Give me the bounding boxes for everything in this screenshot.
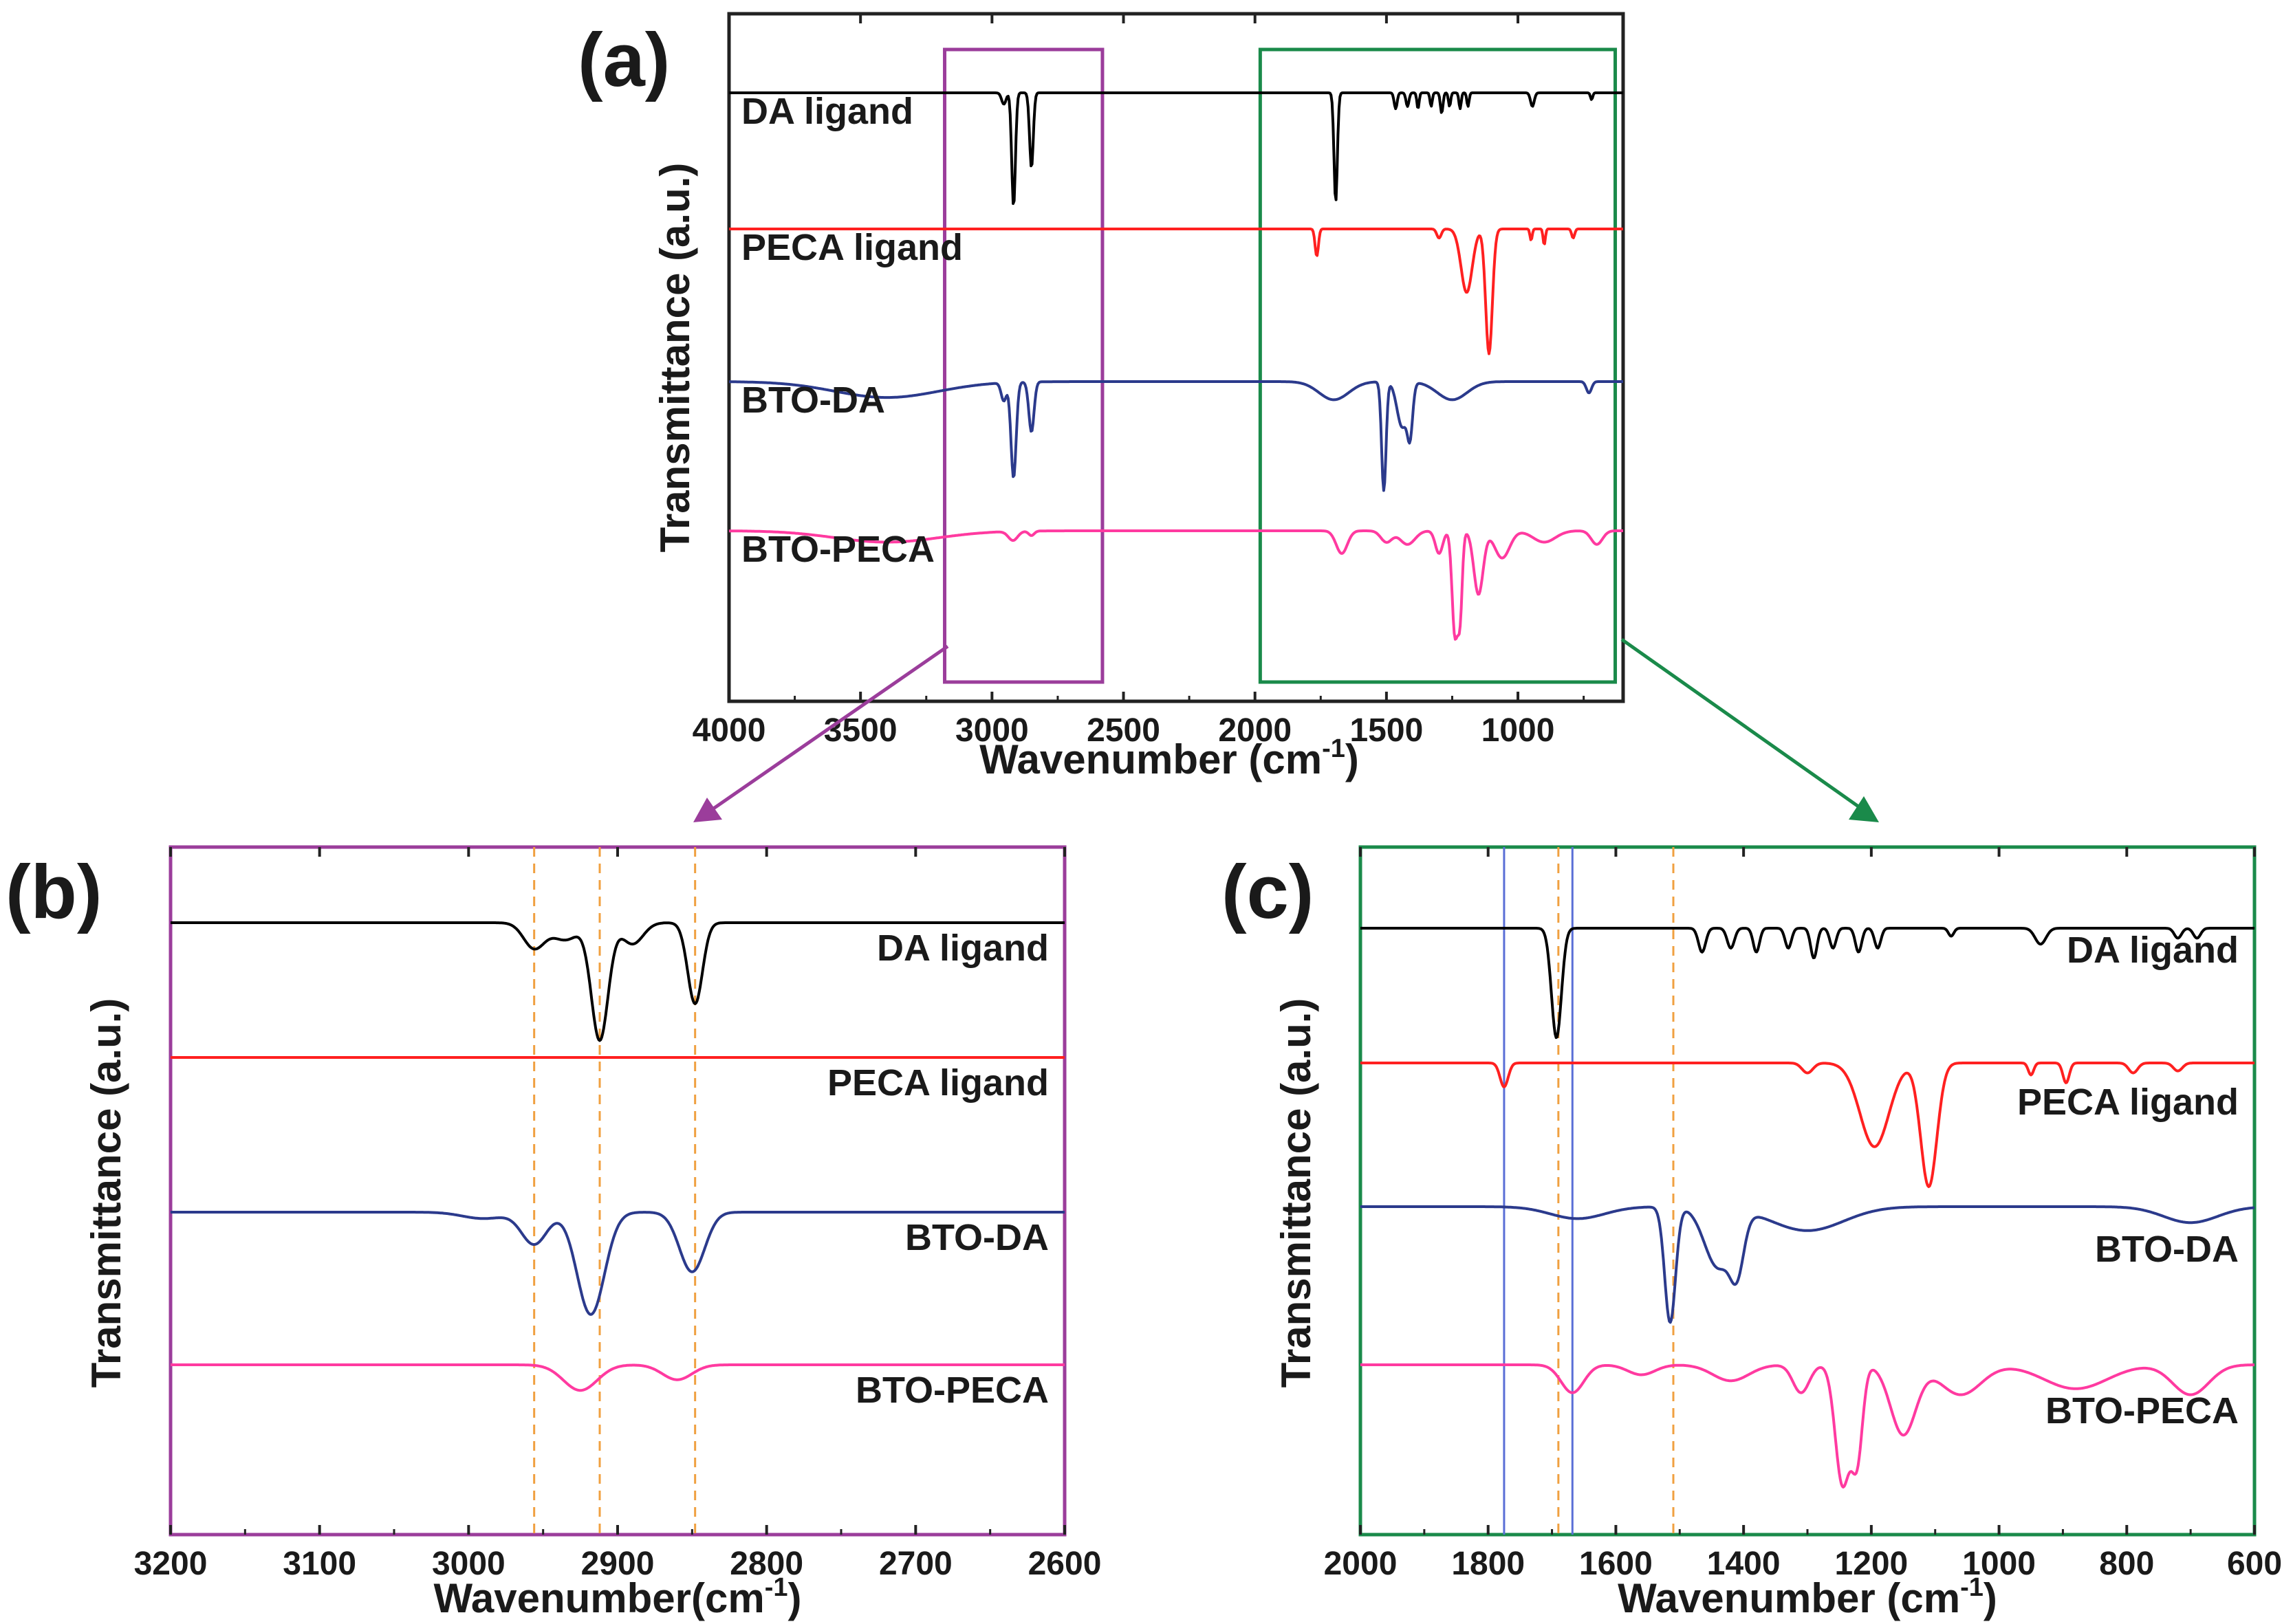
connector-arrow-c xyxy=(1620,637,1867,813)
series-label-bto-da: BTO-DA xyxy=(905,1217,1049,1258)
x-tick-label: 4000 xyxy=(693,712,766,749)
x-tick-label: 1000 xyxy=(1962,1546,2036,1582)
panel-a: (a) DA ligand PECA ligand BTO-DA BTO-PECA 4… xyxy=(578,12,1625,782)
series-line-peca-ligand xyxy=(728,228,1624,355)
x-tick-label: 1500 xyxy=(1349,712,1423,749)
x-tick-label: 2000 xyxy=(1218,712,1292,749)
x-tick-label: 2500 xyxy=(1087,712,1160,749)
series-label-bto-peca: BTO-PECA xyxy=(856,1370,1049,1411)
x-tick-label: 3000 xyxy=(432,1546,506,1582)
x-tick-label: 2700 xyxy=(879,1546,953,1582)
panel-a-frame xyxy=(727,12,1625,703)
panel-c-label: (c) xyxy=(1221,850,1314,934)
series-label-peca-ligand: PECA ligand xyxy=(2017,1082,2239,1123)
panel-b-xlabel: Wavenumber(cm-1) xyxy=(433,1573,801,1621)
series-line-bto-peca xyxy=(728,529,1624,641)
panel-a-label: (a) xyxy=(578,18,670,102)
series-label-bto-da: BTO-DA xyxy=(741,380,885,421)
x-tick-label: 1200 xyxy=(1834,1546,1908,1582)
highlight-box-1 xyxy=(943,47,1105,684)
arrowhead-c xyxy=(1849,796,1879,822)
series-label-da-ligand: DA ligand xyxy=(2067,930,2239,971)
panel-c-xlabel: Wavenumber (cm-1) xyxy=(1618,1573,1997,1621)
x-tick-label: 1400 xyxy=(1707,1546,1781,1582)
panel-b-label: (b) xyxy=(6,850,102,934)
series-line-bto-peca xyxy=(170,1363,1065,1392)
series-line-da-ligand xyxy=(1360,927,2255,1040)
x-tick-label: 800 xyxy=(2099,1546,2154,1582)
x-tick-label: 2600 xyxy=(1028,1546,1102,1582)
series-line-da-ligand xyxy=(728,91,1624,206)
series-line-da-ligand xyxy=(170,921,1065,1042)
panel-c-ylabel: Transmittance (a.u.) xyxy=(1273,998,1319,1388)
series-label-bto-da: BTO-DA xyxy=(2095,1229,2239,1270)
panel-a-ylabel: Transmittance (a.u.) xyxy=(652,163,698,553)
x-tick-label: 1800 xyxy=(1451,1546,1525,1582)
x-tick-label: 2900 xyxy=(581,1546,655,1582)
highlight-box-2 xyxy=(1258,47,1618,684)
x-tick-label: 3200 xyxy=(134,1546,208,1582)
x-tick-label: 2800 xyxy=(730,1546,803,1582)
series-line-bto-da xyxy=(170,1211,1065,1316)
series-label-peca-ligand: PECA ligand xyxy=(741,227,963,268)
series-label-peca-ligand: PECA ligand xyxy=(827,1062,1049,1104)
series-label-bto-peca: BTO-PECA xyxy=(2045,1390,2239,1431)
x-tick-label: 3100 xyxy=(283,1546,356,1582)
panel-c: (c) DA ligand PECA ligand BTO-DA BTO-PECA 2… xyxy=(1221,845,2282,1621)
series-line-bto-da xyxy=(728,380,1624,492)
panel-b: (b) DA ligand PECA ligand BTO-DA BTO-PECA 3… xyxy=(6,845,1102,1621)
series-label-da-ligand: DA ligand xyxy=(877,928,1049,969)
x-tick-label: 1000 xyxy=(1481,712,1555,749)
series-line-peca-ligand xyxy=(1360,1062,2255,1188)
arrowhead-b xyxy=(693,798,722,822)
x-tick-label: 600 xyxy=(2227,1546,2282,1582)
series-line-bto-peca xyxy=(1360,1363,2255,1489)
x-tick-label: 3500 xyxy=(824,712,898,749)
x-tick-label: 1600 xyxy=(1579,1546,1653,1582)
series-line-bto-da xyxy=(1360,1205,2255,1324)
panel-a-xlabel: Wavenumber (cm-1) xyxy=(979,734,1359,782)
x-tick-label: 3000 xyxy=(955,712,1029,749)
series-label-bto-peca: BTO-PECA xyxy=(741,529,935,570)
connector-arrow-b xyxy=(700,644,949,819)
panel-b-ylabel: Transmittance (a.u.) xyxy=(83,998,129,1388)
x-tick-label: 2000 xyxy=(1324,1546,1398,1582)
series-label-da-ligand: DA ligand xyxy=(741,91,913,132)
